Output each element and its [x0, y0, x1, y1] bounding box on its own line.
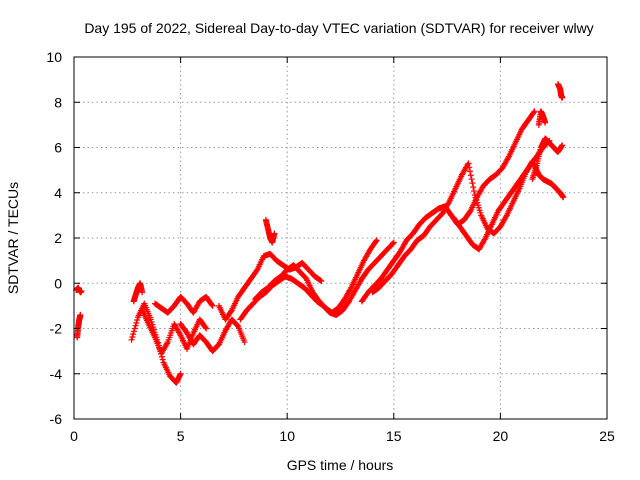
data-point: [134, 317, 141, 324]
data-point: [131, 325, 138, 332]
data-point: [467, 168, 474, 175]
y-tick-label: -4: [50, 366, 63, 382]
series-sat-k: [252, 237, 380, 316]
series-sat-m: [369, 158, 536, 296]
data-point: [209, 302, 216, 309]
data-point: [468, 176, 475, 183]
y-tick-label: 0: [54, 275, 62, 291]
data-point: [373, 237, 380, 244]
data-point: [77, 311, 84, 318]
series-sat-g: [177, 316, 248, 355]
series-sat-f: [152, 293, 216, 316]
grid: [74, 57, 607, 419]
data-point: [203, 325, 210, 332]
data-point: [372, 238, 379, 245]
x-axis-label: GPS time / hours: [287, 457, 394, 473]
series-sat-j: [262, 216, 278, 246]
series-sat-b: [74, 311, 84, 341]
y-tick-label: 8: [54, 94, 62, 110]
data-point: [559, 142, 566, 149]
chart-title: Day 195 of 2022, Sidereal Day-to-day VTE…: [84, 20, 593, 36]
data-point: [133, 319, 140, 326]
series-sat-p: [531, 162, 567, 201]
data-point: [531, 108, 538, 115]
data-point: [130, 331, 137, 338]
data-point: [128, 336, 135, 343]
y-tick-label: -2: [50, 321, 63, 337]
series-sat-r: [554, 81, 566, 101]
data-point: [132, 322, 139, 329]
y-tick-label: 2: [54, 230, 62, 246]
series-sat-n: [450, 137, 553, 253]
series-sat-e: [139, 307, 210, 357]
data-point: [560, 194, 567, 201]
series-sat-a: [73, 284, 85, 296]
data-point: [465, 160, 472, 167]
x-tick-label: 20: [493, 428, 509, 444]
data-point: [559, 94, 566, 101]
x-tick-label: 0: [70, 428, 78, 444]
y-tick-label: 10: [46, 49, 62, 65]
axis-ticks: -6 -4 -2 0 2 4 6 8 10 0 5 10 15 20 25: [46, 49, 615, 444]
data-point: [177, 370, 184, 377]
x-tick-label: 5: [177, 428, 185, 444]
data-point: [241, 339, 248, 346]
data-point: [78, 288, 85, 295]
x-tick-label: 15: [386, 428, 402, 444]
data-point: [318, 277, 325, 284]
data-point: [470, 184, 477, 191]
data-point: [466, 164, 473, 171]
data-point: [208, 301, 215, 308]
x-tick-label: 25: [599, 428, 615, 444]
y-axis-label: SDTVAR / TECUs: [5, 182, 21, 294]
y-tick-label: 4: [54, 185, 62, 201]
data-point: [130, 328, 137, 335]
y-tick-label: 6: [54, 140, 62, 156]
data-point: [530, 109, 537, 116]
y-tick-label: -6: [50, 411, 63, 427]
data-series: [73, 81, 567, 386]
data-point: [129, 333, 136, 340]
x-tick-label: 10: [279, 428, 295, 444]
series-sat-d: [130, 280, 146, 305]
data-point: [139, 289, 146, 296]
series-sat-q: [535, 108, 549, 128]
data-point: [471, 188, 478, 195]
data-point: [542, 119, 549, 126]
data-point: [390, 239, 397, 246]
data-point: [202, 324, 209, 331]
data-point: [467, 172, 474, 179]
data-point: [271, 230, 278, 237]
data-point: [159, 356, 166, 363]
data-point: [390, 240, 396, 247]
data-point: [469, 180, 476, 187]
